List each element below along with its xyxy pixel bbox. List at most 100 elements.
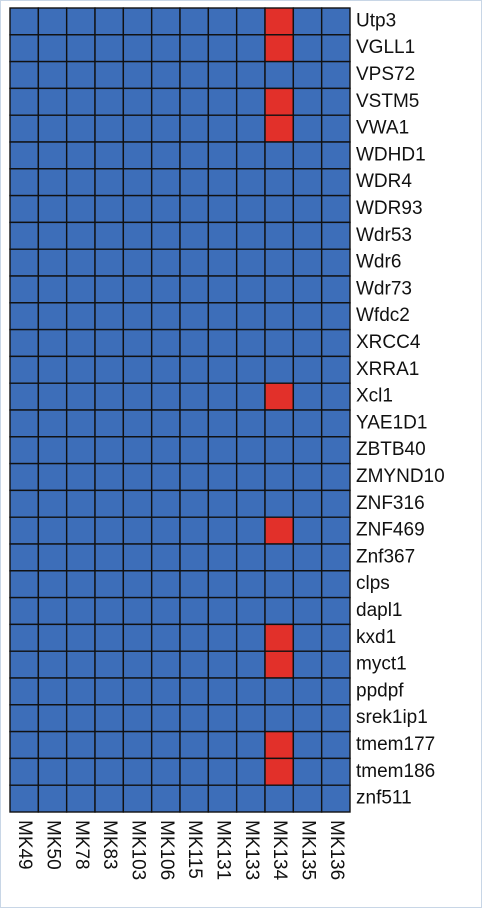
heatmap-cell xyxy=(150,436,181,465)
heatmap-cell xyxy=(122,275,153,304)
heatmap-cell xyxy=(207,34,238,63)
heatmap-cell xyxy=(94,543,125,572)
heatmap-cell xyxy=(37,704,68,733)
heatmap-cell xyxy=(9,87,40,116)
heatmap-cell xyxy=(37,677,68,706)
heatmap-cell xyxy=(207,570,238,599)
heatmap-cell xyxy=(207,623,238,652)
heatmap-cell xyxy=(37,757,68,786)
heatmap-cell xyxy=(207,677,238,706)
heatmap-cell xyxy=(235,248,266,277)
heatmap-cell xyxy=(292,516,323,545)
heatmap-cell xyxy=(264,221,295,250)
heatmap-cell xyxy=(292,60,323,90)
heatmap-cell xyxy=(320,623,351,652)
heatmap-cell xyxy=(292,409,323,438)
heatmap-cell xyxy=(292,543,323,572)
heatmap-cell xyxy=(37,623,68,652)
heatmap-cell xyxy=(207,60,238,90)
heatmap-cell xyxy=(292,650,323,679)
row-label: VPS72 xyxy=(356,64,415,85)
heatmap-cell xyxy=(179,516,210,545)
heatmap-cell xyxy=(264,194,295,224)
heatmap-cell xyxy=(292,355,323,384)
heatmap-cell xyxy=(235,730,266,760)
heatmap-cell xyxy=(65,328,96,358)
heatmap-cell xyxy=(235,757,266,786)
heatmap-cell xyxy=(179,382,210,411)
heatmap-cell xyxy=(9,784,40,813)
heatmap-cell xyxy=(235,7,266,36)
heatmap-cell xyxy=(122,382,153,411)
heatmap-cell xyxy=(65,87,96,116)
heatmap-cell xyxy=(94,570,125,599)
heatmap-cell xyxy=(65,730,96,760)
row-label: ZBTB40 xyxy=(356,439,426,460)
heatmap-cell xyxy=(179,248,210,277)
heatmap-cell xyxy=(292,704,323,733)
heatmap-cell xyxy=(37,248,68,277)
heatmap-cell xyxy=(94,650,125,679)
heatmap-cell xyxy=(37,328,68,358)
heatmap-cell xyxy=(65,543,96,572)
heatmap-cell xyxy=(207,382,238,411)
heatmap-cell xyxy=(292,757,323,786)
heatmap-cell xyxy=(65,677,96,706)
heatmap-cell xyxy=(320,784,351,813)
heatmap-cell xyxy=(320,141,351,170)
heatmap-cell xyxy=(122,168,153,197)
row-label: znf511 xyxy=(356,788,412,809)
heatmap-cell xyxy=(264,168,295,197)
heatmap-cell xyxy=(150,784,181,813)
heatmap-cell xyxy=(235,489,266,518)
heatmap-cell xyxy=(264,87,295,116)
heatmap-cell xyxy=(264,141,295,170)
heatmap-cell xyxy=(235,34,266,63)
heatmap-cell xyxy=(292,114,323,143)
heatmap-cell xyxy=(37,355,68,384)
heatmap-cell xyxy=(122,302,153,331)
heatmap-cell xyxy=(65,436,96,465)
row-label: VGLL1 xyxy=(356,37,415,58)
heatmap-cell xyxy=(122,409,153,438)
heatmap-cell xyxy=(179,730,210,760)
heatmap-cell xyxy=(65,248,96,277)
heatmap-cell xyxy=(150,409,181,438)
heatmap-cell xyxy=(122,221,153,250)
heatmap-cell xyxy=(37,462,68,492)
row-label: VWA1 xyxy=(356,118,409,139)
heatmap-cell xyxy=(9,60,40,90)
heatmap-cell xyxy=(150,328,181,358)
heatmap-cell xyxy=(320,87,351,116)
heatmap-cell xyxy=(122,34,153,63)
row-label: ZNF469 xyxy=(356,520,425,541)
heatmap-cell xyxy=(264,543,295,572)
heatmap-cell xyxy=(9,596,40,626)
heatmap-cell xyxy=(9,248,40,277)
heatmap-cell xyxy=(292,382,323,411)
heatmap-cell xyxy=(94,757,125,786)
heatmap-cell xyxy=(235,623,266,652)
heatmap-cell xyxy=(150,7,181,36)
heatmap-cell xyxy=(122,355,153,384)
heatmap-cell xyxy=(235,60,266,90)
heatmap-cell xyxy=(65,650,96,679)
heatmap-cell xyxy=(235,704,266,733)
heatmap-cell xyxy=(37,382,68,411)
heatmap-cell xyxy=(264,489,295,518)
heatmap-cell xyxy=(179,355,210,384)
heatmap-cell xyxy=(37,34,68,63)
heatmap-cell xyxy=(94,221,125,250)
heatmap-cell xyxy=(37,436,68,465)
heatmap-cell xyxy=(179,141,210,170)
heatmap-cell xyxy=(65,623,96,652)
heatmap-cell xyxy=(65,489,96,518)
heatmap-cell xyxy=(235,462,266,492)
heatmap-cell xyxy=(264,516,295,545)
heatmap-cell xyxy=(150,194,181,224)
heatmap-cell xyxy=(9,623,40,652)
heatmap-cell xyxy=(94,7,125,36)
heatmap-cell xyxy=(150,355,181,384)
heatmap-cell xyxy=(37,302,68,331)
heatmap-cell xyxy=(207,704,238,733)
